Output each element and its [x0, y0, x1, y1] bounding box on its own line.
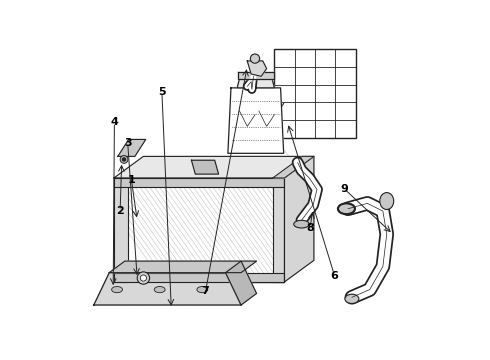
- Circle shape: [250, 54, 260, 63]
- Bar: [273, 178, 285, 282]
- Ellipse shape: [345, 294, 359, 303]
- Bar: [114, 178, 285, 187]
- Polygon shape: [285, 156, 314, 282]
- Text: 1: 1: [127, 175, 135, 185]
- Polygon shape: [114, 156, 314, 178]
- Bar: [114, 178, 128, 282]
- Bar: [274, 49, 356, 138]
- Polygon shape: [94, 273, 241, 305]
- Ellipse shape: [197, 287, 208, 293]
- Text: 2: 2: [116, 206, 124, 216]
- Ellipse shape: [338, 203, 355, 214]
- Text: 4: 4: [110, 117, 119, 127]
- Text: 7: 7: [202, 286, 209, 296]
- Polygon shape: [118, 139, 146, 156]
- Ellipse shape: [380, 193, 394, 210]
- Polygon shape: [192, 160, 219, 174]
- Circle shape: [137, 272, 149, 284]
- Ellipse shape: [112, 287, 122, 293]
- Text: 3: 3: [124, 138, 131, 148]
- Circle shape: [140, 275, 147, 281]
- Circle shape: [120, 156, 128, 163]
- Polygon shape: [238, 72, 273, 78]
- Polygon shape: [273, 156, 314, 178]
- Bar: [114, 178, 285, 282]
- Polygon shape: [237, 78, 274, 88]
- Text: 8: 8: [306, 222, 314, 233]
- Text: 5: 5: [158, 87, 166, 97]
- Circle shape: [122, 158, 125, 161]
- Polygon shape: [247, 61, 267, 76]
- Ellipse shape: [154, 287, 165, 293]
- Text: 6: 6: [331, 271, 339, 281]
- Polygon shape: [225, 261, 257, 305]
- Polygon shape: [228, 88, 284, 153]
- Text: 9: 9: [340, 184, 348, 194]
- Ellipse shape: [294, 220, 309, 228]
- Bar: [114, 273, 285, 282]
- Polygon shape: [109, 261, 257, 273]
